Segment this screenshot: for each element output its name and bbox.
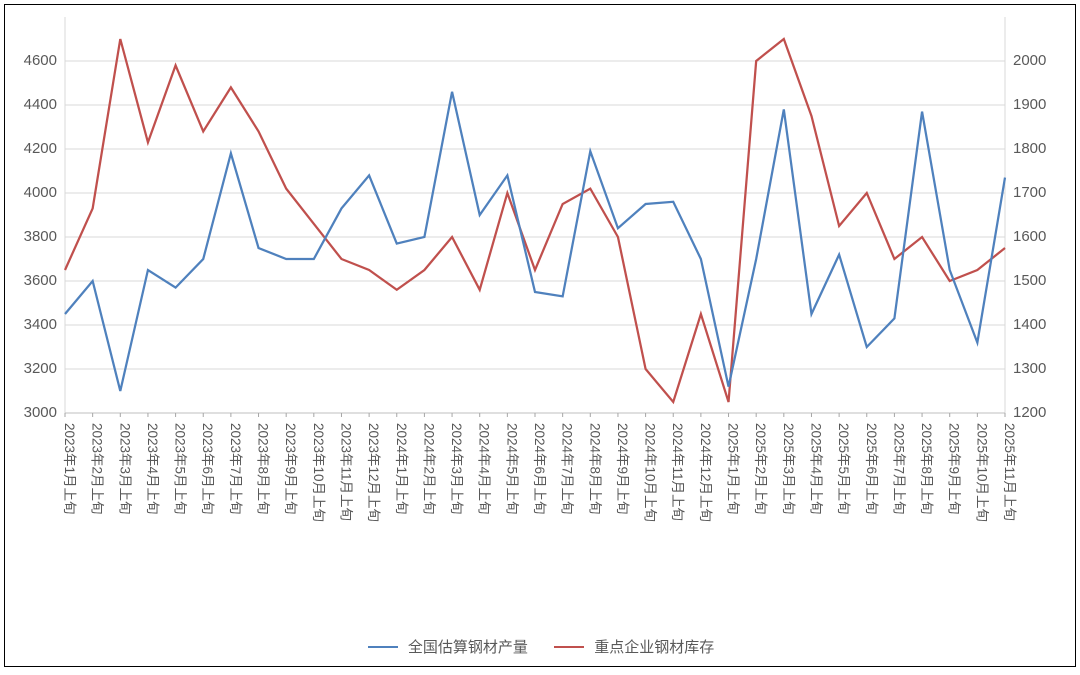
svg-text:2025年3月上旬: 2025年3月上旬 [781, 423, 796, 515]
svg-text:2025年2月上旬: 2025年2月上旬 [753, 423, 768, 515]
svg-text:4000: 4000 [24, 184, 57, 201]
svg-text:1700: 1700 [1013, 184, 1046, 201]
svg-text:2025年11月上旬: 2025年11月上旬 [1002, 423, 1017, 521]
svg-text:2025年6月上旬: 2025年6月上旬 [864, 423, 879, 515]
svg-text:3200: 3200 [24, 360, 57, 377]
svg-text:2023年7月上旬: 2023年7月上旬 [228, 423, 243, 515]
svg-text:2024年4月上旬: 2024年4月上旬 [477, 423, 492, 515]
svg-text:1900: 1900 [1013, 96, 1046, 113]
svg-text:2025年8月上旬: 2025年8月上旬 [919, 423, 934, 515]
svg-text:2024年11月上旬: 2024年11月上旬 [670, 423, 685, 521]
svg-text:1500: 1500 [1013, 272, 1046, 289]
svg-text:2024年8月上旬: 2024年8月上旬 [587, 423, 602, 515]
svg-text:1400: 1400 [1013, 316, 1046, 333]
svg-text:3600: 3600 [24, 272, 57, 289]
svg-text:2024年3月上旬: 2024年3月上旬 [449, 423, 464, 515]
svg-text:2023年3月上旬: 2023年3月上旬 [117, 423, 132, 515]
svg-text:3800: 3800 [24, 228, 57, 245]
svg-text:4400: 4400 [24, 96, 57, 113]
svg-text:2024年5月上旬: 2024年5月上旬 [504, 423, 519, 515]
svg-text:2023年12月上旬: 2023年12月上旬 [366, 423, 381, 522]
svg-text:2023年6月上旬: 2023年6月上旬 [200, 423, 215, 515]
svg-text:2023年2月上旬: 2023年2月上旬 [90, 423, 105, 515]
svg-text:2025年4月上旬: 2025年4月上旬 [808, 423, 823, 515]
svg-text:2024年1月上旬: 2024年1月上旬 [394, 423, 409, 515]
svg-text:2025年7月上旬: 2025年7月上旬 [891, 423, 906, 515]
svg-text:2025年9月上旬: 2025年9月上旬 [947, 423, 962, 515]
svg-text:2023年10月上旬: 2023年10月上旬 [311, 423, 326, 522]
svg-text:2023年8月上旬: 2023年8月上旬 [256, 423, 271, 515]
svg-text:2023年5月上旬: 2023年5月上旬 [173, 423, 188, 515]
svg-text:1600: 1600 [1013, 228, 1046, 245]
svg-text:3000: 3000 [24, 404, 57, 421]
svg-text:2024年2月上旬: 2024年2月上旬 [421, 423, 436, 515]
svg-text:2023年11月上旬: 2023年11月上旬 [338, 423, 353, 521]
svg-text:1200: 1200 [1013, 404, 1046, 421]
svg-text:2024年9月上旬: 2024年9月上旬 [615, 423, 630, 515]
svg-text:2024年7月上旬: 2024年7月上旬 [560, 423, 575, 515]
svg-text:2025年5月上旬: 2025年5月上旬 [836, 423, 851, 515]
svg-text:2023年1月上旬: 2023年1月上旬 [62, 423, 77, 515]
svg-text:4600: 4600 [24, 52, 57, 69]
svg-text:2023年4月上旬: 2023年4月上旬 [145, 423, 160, 515]
svg-text:1300: 1300 [1013, 360, 1046, 377]
svg-text:1800: 1800 [1013, 140, 1046, 157]
svg-text:2023年9月上旬: 2023年9月上旬 [283, 423, 298, 515]
svg-text:2024年10月上旬: 2024年10月上旬 [643, 423, 658, 522]
svg-text:2024年12月上旬: 2024年12月上旬 [698, 423, 713, 522]
svg-text:3400: 3400 [24, 316, 57, 333]
svg-text:2025年10月上旬: 2025年10月上旬 [974, 423, 989, 522]
svg-text:2024年6月上旬: 2024年6月上旬 [532, 423, 547, 515]
svg-text:2025年1月上旬: 2025年1月上旬 [726, 423, 741, 515]
svg-text:4200: 4200 [24, 140, 57, 157]
svg-text:2000: 2000 [1013, 52, 1046, 69]
